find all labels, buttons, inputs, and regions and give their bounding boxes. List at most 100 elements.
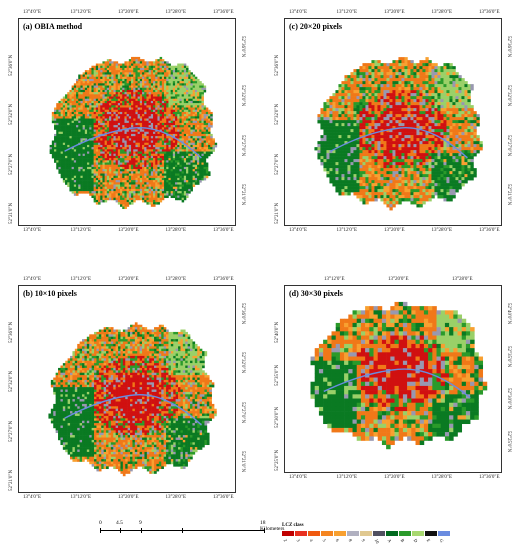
legend-swatch [334, 531, 346, 536]
coordinate-tick-label: 52°21'0"N [275, 202, 280, 224]
legend-title: LCZ class [282, 523, 304, 528]
legend-label: G [438, 538, 445, 544]
coordinate-tick-label: 52°32'0"N [275, 104, 280, 126]
map-area-b [48, 322, 217, 477]
coordinate-tick-label: 52°21'0"N [9, 202, 14, 224]
legend-swatch [295, 531, 307, 536]
coordinate-tick-label: 13°20'0"E [118, 228, 139, 233]
map-frame: (c) 20×20 pixels [284, 18, 502, 226]
coordinate-tick-label: 13°20'0"E [118, 277, 139, 282]
panel-title: (d) 30×30 pixels [289, 289, 343, 298]
coordinate-tick-label: 52°32'0"N [9, 104, 14, 126]
map-panel-b: (b) 10×10 pixels 13°4'0"E 13°12'0"E 13°20'… [9, 277, 245, 500]
river-line [64, 127, 202, 159]
coordinate-tick-label: 52°21'0"N [240, 184, 245, 206]
coordinate-tick-label: 52°27'0"N [9, 420, 14, 442]
coordinate-tick-label: 13°12'0"E [336, 10, 358, 15]
legend-label: B [399, 538, 406, 544]
scale-label: 9 [139, 520, 142, 526]
coordinate-tick-label: 52°21'0"N [506, 184, 511, 206]
coordinate-tick-label: 13°28'0"E [452, 277, 473, 282]
coordinate-tick-label: 13°36'0"E [213, 10, 234, 15]
legend-swatch [438, 531, 450, 536]
coordinate-tick-label: 52°32'0"N [240, 85, 245, 107]
scale-tick [182, 528, 183, 533]
coordinate-tick-label: 13°4'0"E [289, 475, 307, 480]
coordinate-tick-label: 13°28'0"E [165, 228, 187, 233]
legend-label: 4 [308, 538, 315, 543]
legend-label: 8 [347, 538, 354, 543]
coordinate-tick-label: 13°36'0"E [479, 10, 500, 15]
scale-bar: 0 4.5 9 18 Kilometers [99, 520, 284, 544]
map-frame: (b) 10×10 pixels [18, 285, 236, 493]
legend-label: D [412, 538, 419, 544]
coordinate-tick-label: 52°27'0"N [240, 401, 245, 423]
legend-label: 6 [334, 538, 341, 543]
panel-title: (c) 20×20 pixels [289, 22, 342, 31]
coordinate-tick-label: 13°4'0"E [289, 228, 307, 233]
coordinate-tick-label: 13°20'0"E [384, 475, 405, 480]
map-area-d [310, 301, 488, 450]
coordinate-tick-label: 13°28'0"E [431, 10, 453, 15]
coordinate-tick-label: 13°4'0"E [23, 228, 41, 233]
coordinate-tick-label: 52°36'0"N [506, 36, 511, 58]
coordinate-tick-label: 52°25'0"N [275, 449, 280, 471]
coordinate-tick-label: 52°27'0"N [9, 153, 14, 175]
lcz-raster [49, 56, 218, 210]
coordinate-tick-label: 52°35'0"N [506, 345, 511, 367]
legend-label: E [425, 538, 432, 543]
legend-swatch [399, 531, 411, 536]
panel-title: (b) 10×10 pixels [23, 289, 77, 298]
coordinate-tick-label: 13°36'0"E [479, 475, 500, 480]
coordinate-tick-label: 52°36'0"N [9, 321, 14, 343]
coordinate-tick-label: 13°20'0"E [388, 277, 409, 282]
map-frame: (d) 30×30 pixels [284, 285, 502, 473]
map-panel-a: (a) OBIA method 13°4'0"E 13°12'0"E 13°20'0… [9, 10, 245, 233]
coordinate-tick-label: 13°12'0"E [336, 228, 358, 233]
lcz-raster [48, 322, 217, 477]
legend-label: A [386, 538, 393, 544]
scale-tick [264, 528, 265, 533]
scale-label: 18 Kilometers [260, 520, 285, 532]
lcz-raster [310, 301, 488, 450]
coordinate-tick-label: 13°36'0"E [479, 228, 500, 233]
coordinate-tick-label: 13°20'0"E [384, 228, 405, 233]
panel-title: (a) OBIA method [23, 22, 83, 31]
map-area-a [49, 56, 218, 210]
coordinate-tick-label: 13°28'0"E [165, 10, 187, 15]
coordinate-tick-label: 52°30'0"N [275, 407, 280, 429]
coordinate-tick-label: 13°12'0"E [70, 277, 92, 282]
river-line [330, 127, 468, 159]
coordinate-tick-label: 13°36'0"E [213, 277, 234, 282]
legend-swatch [373, 531, 385, 536]
legend-label: 10 [373, 538, 381, 545]
coordinate-tick-label: 13°12'0"E [70, 495, 92, 500]
coordinate-tick-label: 52°27'0"N [240, 134, 245, 156]
coordinate-tick-label: 52°40'0"N [275, 321, 280, 343]
coordinate-tick-label: 13°36'0"E [213, 228, 234, 233]
coordinate-tick-label: 52°40'0"N [506, 303, 511, 325]
coordinate-tick-label: 52°32'0"N [506, 85, 511, 107]
legend-swatch [386, 531, 398, 536]
coordinate-tick-label: 52°36'0"N [9, 54, 14, 76]
legend-swatch [425, 531, 437, 536]
lcz-legend: LCZ class 2 3 4 5 6 8 9 10 A B D E G [282, 523, 502, 549]
coordinate-tick-label: 52°36'0"N [240, 303, 245, 325]
coordinate-tick-label: 13°20'0"E [118, 10, 139, 15]
legend-swatch [308, 531, 320, 536]
coordinate-tick-label: 13°12'0"E [324, 277, 345, 282]
scale-tick [141, 528, 142, 533]
coordinate-tick-label: 13°28'0"E [431, 475, 453, 480]
legend-swatch [412, 531, 424, 536]
coordinate-tick-label: 13°28'0"E [165, 495, 187, 500]
coordinate-tick-label: 13°4'0"E [23, 277, 41, 282]
legend-label: 2 [282, 538, 289, 543]
coordinate-tick-label: 13°36'0"E [213, 495, 234, 500]
coordinate-tick-label: 13°28'0"E [431, 228, 453, 233]
legend-swatch [360, 531, 372, 536]
lcz-raster [314, 57, 483, 211]
river-line [323, 368, 471, 399]
coordinate-tick-label: 52°25'0"N [506, 431, 511, 453]
coordinate-tick-label: 13°12'0"E [70, 10, 92, 15]
river-line [64, 394, 202, 426]
